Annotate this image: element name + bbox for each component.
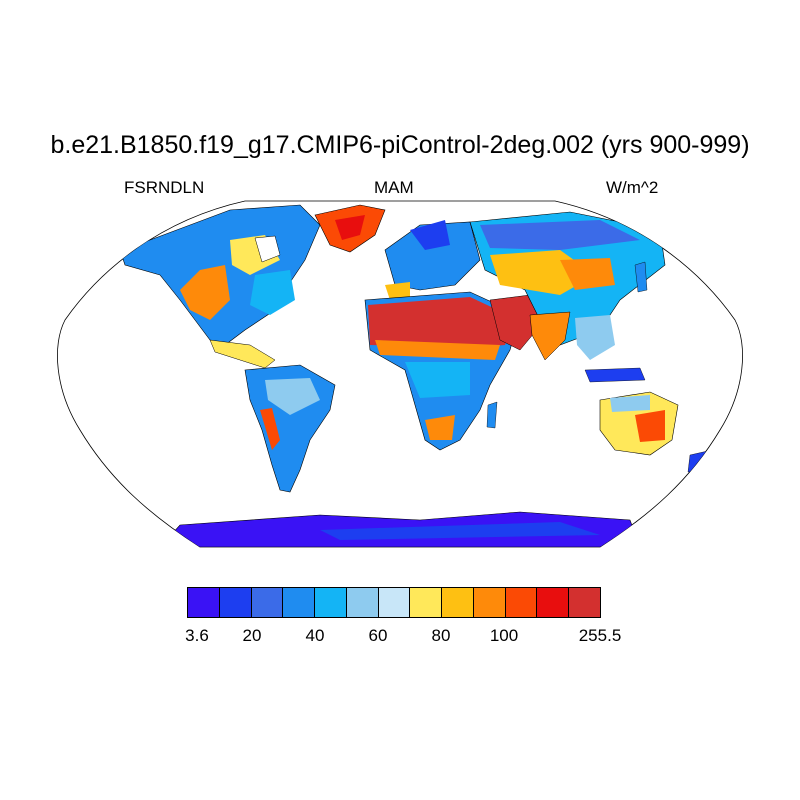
colorbar-box-6 [378, 588, 411, 617]
season-label: MAM [374, 178, 414, 197]
units-label: W/m^2 [606, 178, 659, 197]
colorbar-box-10 [505, 588, 538, 617]
hudson-bay [254, 235, 281, 263]
kalahari [425, 415, 455, 440]
atacama [260, 408, 280, 450]
plot-title: b.e21.B1850.f19_g17.CMIP6-piControl-2deg… [50, 131, 750, 159]
siberia [480, 220, 640, 250]
colorbar-tick-label: 3.6 [185, 626, 209, 645]
colorbar-tick-label: 20 [242, 626, 262, 645]
sahel [375, 340, 500, 360]
colorbar-tick-label: 255.5 [578, 626, 622, 645]
variable-name: FSRNDLN [124, 178, 205, 197]
scandinavia [410, 220, 450, 250]
colorbar-box-11 [537, 588, 570, 617]
colorbar-box-2 [251, 588, 284, 617]
southeast-asia [575, 315, 615, 360]
colorbar-box-5 [346, 588, 379, 617]
colorbar-box-4 [315, 588, 347, 617]
india [529, 311, 571, 361]
antarctica-plateau [320, 522, 600, 540]
colorbar-tick-label: 80 [431, 626, 451, 645]
greenland-core [335, 215, 365, 240]
colorbar-box-1 [219, 588, 252, 617]
colorbar-box-9 [473, 588, 506, 617]
colorbar-tick-label: 40 [305, 626, 325, 645]
sahara [368, 297, 515, 348]
colorbar-box-12 [569, 588, 600, 617]
colorbar-tick-label: 100 [489, 626, 519, 645]
amazon [265, 378, 320, 415]
north-america-east [250, 270, 295, 315]
indonesia [584, 367, 646, 383]
congo [405, 362, 470, 398]
colorbar-box-7 [410, 588, 443, 617]
japan [634, 261, 648, 293]
colorbar [187, 587, 601, 618]
gobi [560, 258, 615, 290]
colorbar-box-3 [283, 588, 316, 617]
north-america-west [180, 265, 230, 320]
colorbar-box-0 [188, 588, 220, 617]
iberia [385, 282, 410, 300]
madagascar [486, 401, 498, 429]
australia-interior [635, 410, 665, 442]
colorbar-box-8 [442, 588, 474, 617]
australia-north [610, 395, 650, 412]
colorbar-tick-label: 60 [368, 626, 388, 645]
